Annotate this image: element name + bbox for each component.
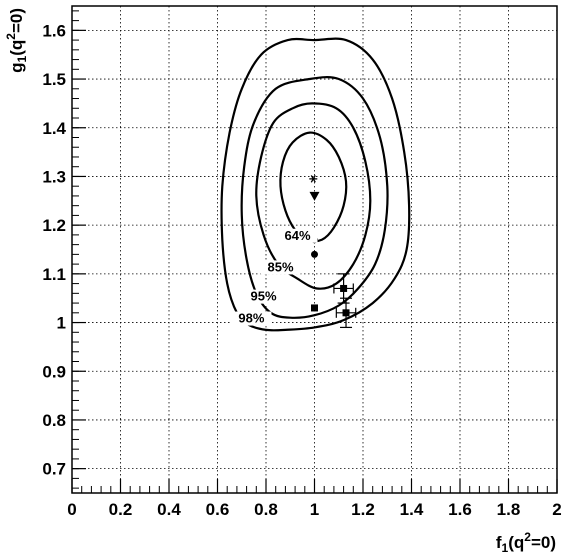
contour-85 [255,102,372,290]
x-tick-label: 1.2 [351,500,375,519]
triangle-marker [309,191,320,201]
contour-label-bg [231,311,272,326]
square-marker [340,284,348,292]
x-tick-label: 1.8 [497,500,521,519]
x-axis-label: f1(q2=0) [496,530,556,555]
square-marker [311,304,318,312]
x-tick-label: 1.6 [448,500,472,519]
square-marker [342,309,350,317]
y-tick-label: 1.4 [42,119,66,138]
contour-labels: 64% 85% 95% 98% [231,228,318,326]
x-tick-label: 0 [67,500,76,519]
y-tick-label: 0.9 [42,362,66,381]
star-marker [309,175,318,183]
y-tick-label: 1.2 [42,216,66,235]
y-axis-label: g1(q2=0) [4,8,29,73]
circle-marker [311,250,318,258]
y-tick-label: 1.6 [42,21,66,40]
x-tick-label: 1 [310,500,319,519]
contour-label-98: 98% [238,311,264,326]
contour-label-64: 64% [285,228,311,243]
y-tick-label: 1.1 [42,265,66,284]
contour-label-bg [243,289,284,304]
x-tick-labels: 0 0.2 0.4 0.6 0.8 1 1.2 1.4 1.6 1.8 2 [67,500,561,519]
star-stroke [310,175,316,183]
y-tick-labels: 0.7 0.8 0.9 1 1.1 1.2 1.3 1.4 1.5 1.6 [42,21,66,478]
grid-lines [72,6,557,493]
y-tick-label: 1.5 [42,70,66,89]
contour-label-85: 85% [268,259,294,274]
y-tick-label: 1 [57,314,66,333]
contour-label-95: 95% [251,289,277,304]
axis-ticks [71,10,558,493]
y-tick-label: 1.3 [42,167,66,186]
contour-98 [220,37,411,332]
y-tick-label: 0.7 [42,460,66,479]
contour-label-bg [277,228,318,243]
contour-95 [240,76,389,319]
x-tick-label: 2 [552,500,561,519]
x-tick-label: 0.2 [109,500,133,519]
contour-lines [220,37,411,332]
y-tick-label: 0.8 [42,411,66,430]
x-tick-label: 0.6 [206,500,230,519]
contour-label-bg [260,260,301,275]
x-tick-label: 1.4 [400,500,424,519]
data-points [309,175,357,329]
x-tick-label: 0.8 [254,500,278,519]
x-tick-label: 0.4 [157,500,181,519]
